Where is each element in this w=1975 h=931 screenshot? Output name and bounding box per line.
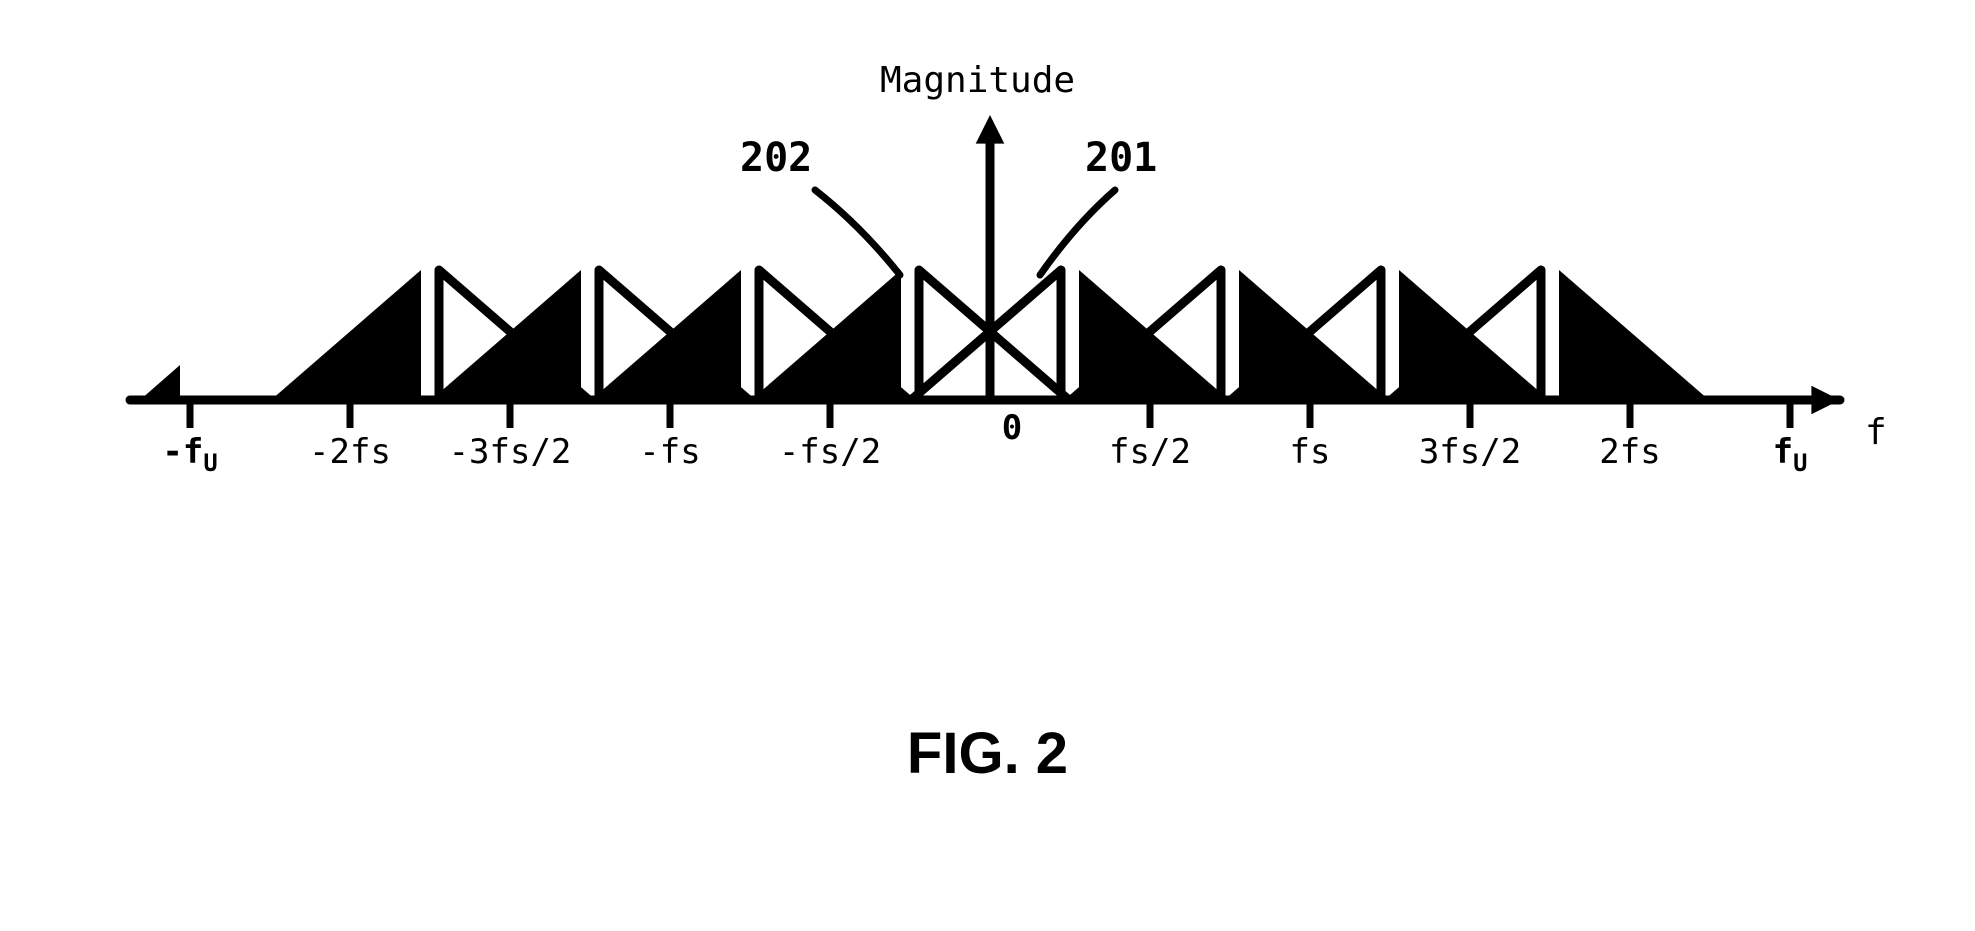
x-axis-label: f [1865, 412, 1887, 453]
tick-label: 3fs/2 [1419, 432, 1521, 472]
tick-label: -2fs [309, 432, 391, 472]
tick-label: 0 [1002, 408, 1022, 448]
ref-202: 202 [740, 135, 812, 181]
tick-label: -fU [162, 432, 217, 477]
spectrum-diagram: Magnitude f -fU -2fs -3fs/2 -fs -fs/2 0 fs/2 fs 3f… [0, 0, 1975, 931]
ref-201: 201 [1085, 135, 1157, 181]
tick-label: fs/2 [1109, 432, 1191, 472]
tick-label: fs [1290, 432, 1331, 472]
tick-label: -fs/2 [779, 432, 881, 472]
tick-label: -3fs/2 [449, 432, 572, 472]
figure-caption: FIG. 2 [907, 720, 1068, 787]
diagram-svg [0, 0, 1975, 931]
tick-label: 2fs [1599, 432, 1660, 472]
tick-label: -fs [639, 432, 700, 472]
tick-label: fU [1773, 432, 1808, 477]
y-axis-label: Magnitude [880, 60, 1075, 101]
